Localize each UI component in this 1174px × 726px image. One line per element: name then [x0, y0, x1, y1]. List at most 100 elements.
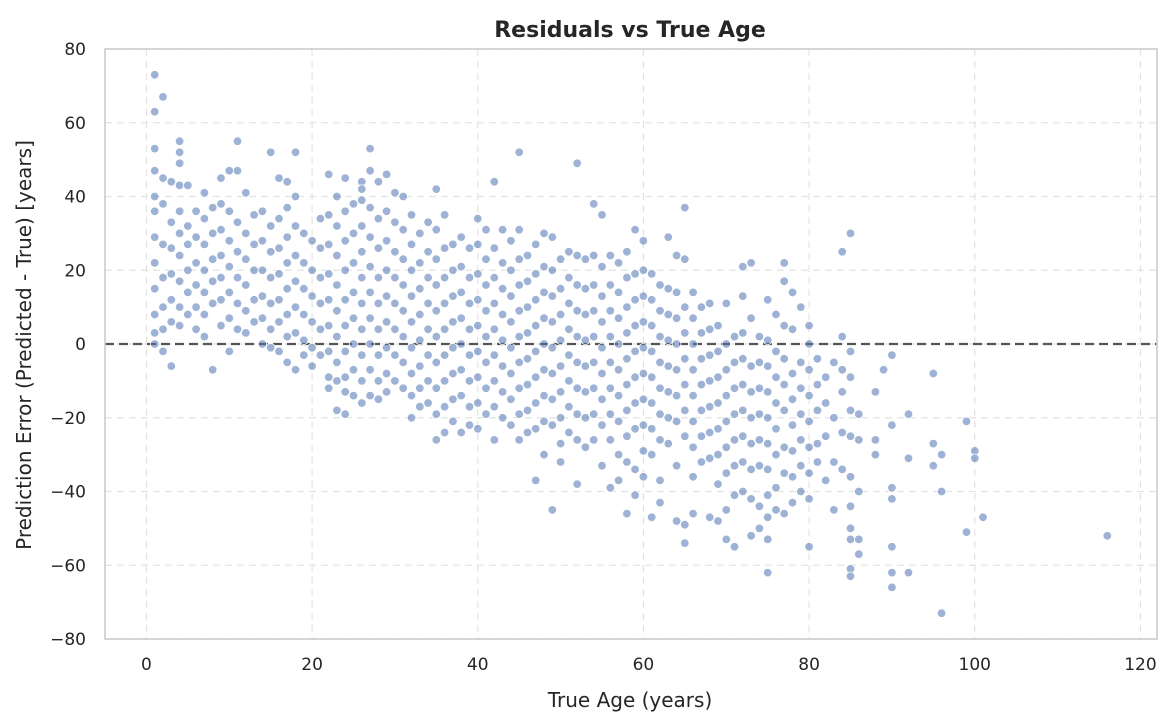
data-point: [332, 221, 342, 231]
data-point: [821, 398, 831, 408]
data-point: [729, 331, 740, 342]
data-point: [713, 346, 723, 357]
data-point: [266, 343, 276, 353]
data-point: [903, 453, 914, 464]
data-point: [663, 361, 674, 371]
data-point: [431, 224, 442, 235]
data-point: [605, 435, 616, 445]
data-point: [299, 309, 309, 320]
data-point: [539, 449, 549, 460]
data-point: [431, 254, 442, 264]
data-point: [307, 236, 317, 246]
data-point: [357, 195, 367, 205]
data-point: [978, 512, 988, 523]
data-point: [622, 247, 632, 257]
data-point: [763, 534, 773, 545]
data-point: [887, 494, 897, 504]
data-point: [812, 405, 823, 416]
data-point: [705, 453, 715, 464]
data-point: [796, 357, 806, 368]
data-point: [249, 295, 259, 305]
data-point: [638, 394, 649, 405]
data-point: [398, 254, 408, 264]
data-point: [655, 497, 665, 508]
data-point: [870, 435, 881, 445]
data-point: [680, 520, 690, 530]
data-point: [779, 468, 789, 478]
data-point: [754, 383, 765, 394]
data-point: [721, 468, 732, 478]
data-point: [531, 475, 541, 486]
data-point: [274, 317, 284, 327]
data-point: [290, 365, 301, 375]
data-point: [638, 472, 649, 482]
data-point: [663, 413, 674, 423]
data-point: [663, 335, 674, 346]
data-point: [746, 531, 756, 541]
data-point: [473, 269, 483, 279]
data-point: [241, 254, 251, 264]
data-point: [489, 298, 500, 309]
data-point: [290, 276, 301, 287]
data-point: [729, 461, 740, 471]
data-point: [589, 199, 599, 209]
x-tick-labels: 0 20 40 60 80 100 120: [141, 655, 1157, 675]
data-point: [149, 232, 160, 242]
data-point: [522, 354, 533, 364]
data-point: [597, 394, 607, 405]
data-point: [489, 243, 500, 253]
data-point: [688, 365, 698, 375]
data-point: [721, 390, 732, 401]
data-point: [564, 350, 574, 360]
data-point: [324, 383, 334, 394]
data-point: [158, 272, 168, 283]
data-point: [348, 258, 359, 268]
data-point: [357, 184, 367, 194]
data-point: [738, 261, 748, 272]
data-point: [307, 343, 317, 353]
data-point: [340, 372, 350, 382]
data-point: [324, 239, 334, 250]
data-point: [473, 346, 483, 357]
data-point: [274, 269, 284, 279]
data-point: [597, 420, 607, 430]
data-point: [564, 272, 574, 283]
y-tick-label: −40: [50, 483, 86, 503]
data-point: [763, 567, 773, 578]
data-point: [257, 236, 268, 246]
data-point: [771, 372, 781, 382]
data-point: [671, 516, 682, 526]
data-point: [183, 180, 193, 191]
data-point: [522, 379, 533, 390]
data-point: [158, 324, 168, 335]
data-point: [705, 376, 715, 386]
data-point: [464, 298, 475, 309]
data-point: [149, 191, 160, 202]
data-point: [655, 280, 665, 290]
data-point: [514, 147, 524, 158]
chart-title: Residuals vs True Age: [494, 18, 766, 43]
data-point: [415, 284, 425, 294]
data-point: [299, 284, 309, 294]
data-point: [324, 320, 334, 331]
data-point: [804, 542, 814, 552]
data-point: [464, 350, 475, 360]
data-point: [423, 350, 433, 360]
data-point: [431, 383, 442, 394]
data-point: [431, 409, 442, 419]
data-point: [630, 424, 640, 434]
data-point: [506, 291, 516, 301]
data-point: [365, 390, 375, 401]
data-point: [837, 247, 847, 257]
data-point: [390, 298, 400, 309]
data-point: [398, 357, 408, 368]
data-point: [224, 346, 235, 357]
data-point: [381, 291, 392, 301]
data-point: [381, 368, 392, 379]
data-point: [763, 512, 773, 523]
x-tick-label: 100: [959, 655, 991, 675]
data-point: [680, 431, 690, 441]
data-point: [232, 136, 243, 146]
data-point: [630, 269, 640, 279]
data-point: [514, 409, 524, 419]
